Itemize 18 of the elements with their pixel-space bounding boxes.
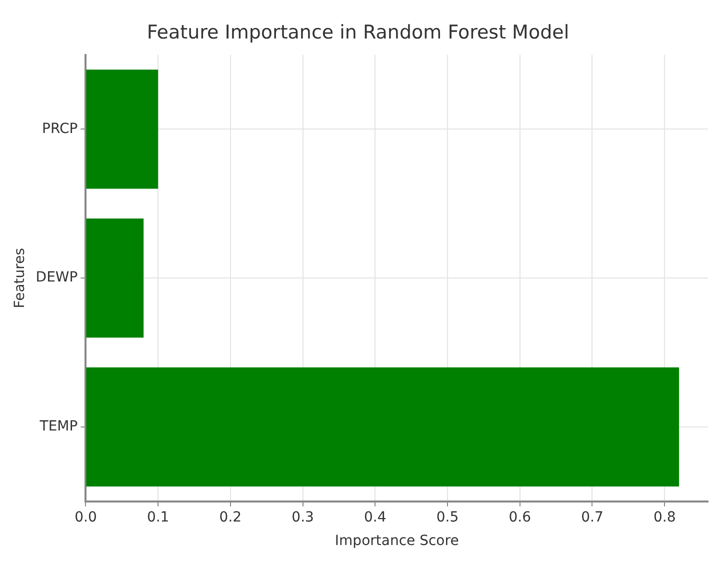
x-tick-label: 0.6 bbox=[508, 509, 532, 526]
chart-title: Feature Importance in Random Forest Model bbox=[146, 21, 570, 44]
x-tick-label: 0.5 bbox=[436, 509, 459, 526]
bar bbox=[86, 367, 680, 487]
y-tick-label: PRCP bbox=[42, 120, 78, 137]
x-tick-label: 0.1 bbox=[146, 509, 170, 526]
y-axis-title: Features bbox=[12, 248, 28, 308]
bar bbox=[86, 70, 158, 189]
y-tick-label: TEMP bbox=[38, 418, 78, 435]
x-tick-label: 0.7 bbox=[581, 509, 604, 526]
x-tick-label: 0.8 bbox=[653, 509, 676, 526]
x-axis-title: Importance Score bbox=[334, 533, 459, 550]
y-tick-label: DEWP bbox=[36, 270, 78, 286]
x-tick-label: 0.3 bbox=[292, 509, 314, 526]
bar bbox=[86, 218, 144, 338]
x-tick-label: 0.0 bbox=[74, 509, 97, 526]
x-tick-label: 0.4 bbox=[364, 509, 386, 526]
x-tick-label: 0.2 bbox=[219, 509, 242, 526]
